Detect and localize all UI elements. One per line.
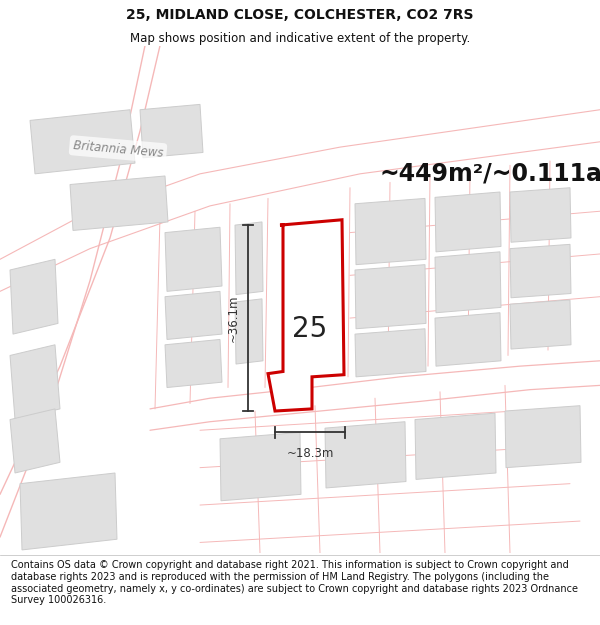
Polygon shape bbox=[435, 252, 501, 312]
Polygon shape bbox=[10, 409, 60, 473]
Polygon shape bbox=[165, 291, 222, 339]
Text: ~18.3m: ~18.3m bbox=[286, 448, 334, 461]
Polygon shape bbox=[285, 272, 336, 332]
Polygon shape bbox=[140, 104, 203, 158]
Polygon shape bbox=[10, 345, 60, 419]
Polygon shape bbox=[165, 339, 222, 388]
Polygon shape bbox=[355, 264, 426, 329]
Polygon shape bbox=[435, 312, 501, 366]
Text: Britannia Mews: Britannia Mews bbox=[73, 139, 164, 159]
Text: 25, MIDLAND CLOSE, COLCHESTER, CO2 7RS: 25, MIDLAND CLOSE, COLCHESTER, CO2 7RS bbox=[126, 8, 474, 22]
Polygon shape bbox=[415, 413, 496, 479]
Polygon shape bbox=[325, 422, 406, 488]
Polygon shape bbox=[235, 299, 263, 364]
Polygon shape bbox=[355, 198, 426, 264]
Polygon shape bbox=[435, 192, 501, 252]
Polygon shape bbox=[510, 188, 571, 242]
Polygon shape bbox=[70, 176, 168, 231]
Polygon shape bbox=[355, 329, 426, 377]
Text: Contains OS data © Crown copyright and database right 2021. This information is : Contains OS data © Crown copyright and d… bbox=[11, 560, 578, 605]
Polygon shape bbox=[268, 220, 344, 411]
Text: Map shows position and indicative extent of the property.: Map shows position and indicative extent… bbox=[130, 32, 470, 45]
Polygon shape bbox=[220, 432, 301, 501]
Polygon shape bbox=[510, 244, 571, 298]
Polygon shape bbox=[510, 300, 571, 349]
Text: 25: 25 bbox=[292, 315, 328, 342]
Text: ~36.1m: ~36.1m bbox=[227, 294, 240, 342]
Polygon shape bbox=[165, 228, 222, 291]
Text: ~449m²/~0.111ac.: ~449m²/~0.111ac. bbox=[380, 162, 600, 186]
Polygon shape bbox=[505, 406, 581, 468]
Polygon shape bbox=[20, 473, 117, 550]
Polygon shape bbox=[10, 259, 58, 334]
Polygon shape bbox=[235, 222, 263, 294]
Polygon shape bbox=[30, 110, 135, 174]
